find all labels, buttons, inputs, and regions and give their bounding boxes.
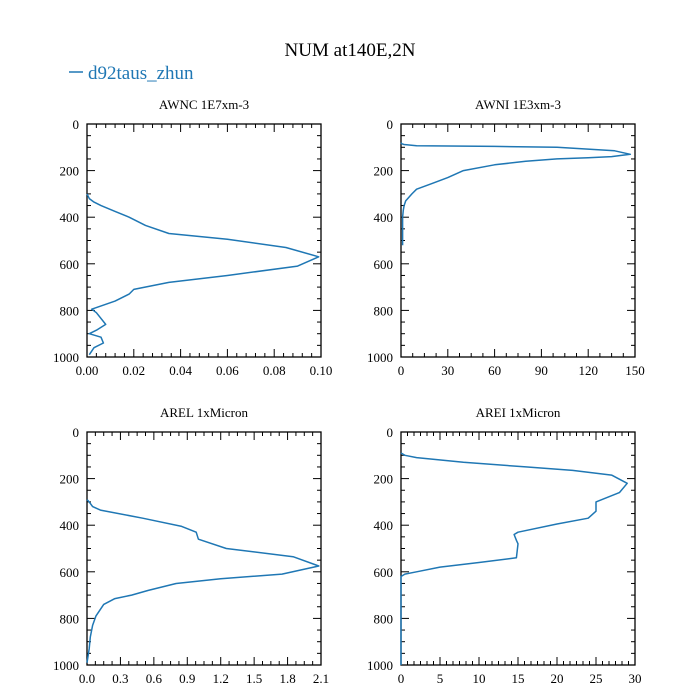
y-tick-label: 800	[374, 303, 394, 318]
chart-panel-3: AREL 1xMicron 0.0 0.3 0.6 0.9 1.2 1.5 1.8 2.1 0 20…	[53, 405, 329, 686]
x-tick-label: 120	[578, 363, 598, 378]
y-tick-label: 0	[387, 425, 394, 440]
x-tick-label: 5	[437, 671, 444, 686]
plot-frame	[400, 123, 636, 358]
panel-title: AREL 1xMicron	[160, 405, 248, 420]
x-tick-label: 0.00	[76, 363, 99, 378]
x-tick-label: 15	[512, 671, 525, 686]
plot-frame	[86, 431, 322, 666]
y-tick-label: 800	[60, 611, 80, 626]
y-tick-label: 200	[60, 164, 80, 179]
x-tick-label: 1.8	[279, 671, 295, 686]
x-tick-label: 0.02	[122, 363, 145, 378]
x-tick-label: 0.10	[310, 363, 333, 378]
x-tick-label: 0.0	[79, 671, 95, 686]
x-tick-label: 60	[488, 363, 501, 378]
x-tick-label: 0	[398, 363, 405, 378]
legend-label: d92taus_zhun	[88, 63, 194, 84]
x-tick-label: 0.04	[169, 363, 192, 378]
series-line-1	[400, 142, 632, 246]
y-tick-label: 800	[374, 611, 394, 626]
panel-title: AWNI 1E3xm-3	[475, 97, 561, 112]
y-tick-label: 600	[60, 257, 80, 272]
x-tick-label: 30	[629, 671, 642, 686]
y-tick-label: 400	[374, 518, 394, 533]
x-tick-label: 25	[590, 671, 603, 686]
y-tick-label: 400	[374, 210, 394, 225]
x-tick-label: 10	[473, 671, 486, 686]
x-tick-label: 1.5	[246, 671, 262, 686]
y-tick-label: 200	[60, 472, 80, 487]
panel-title: AREI 1xMicron	[476, 405, 561, 420]
chart-panel-2: AWNI 1E3xm-3 0 30 60 90 120 150 0 200 400 600 800 10…	[367, 97, 645, 378]
y-tick-label: 600	[374, 565, 394, 580]
y-tick-label: 200	[374, 472, 394, 487]
x-tick-label: 90	[535, 363, 548, 378]
panel-title: AWNC 1E7xm-3	[159, 97, 249, 112]
x-tick-label: 0.06	[216, 363, 239, 378]
x-tick-label: 0	[398, 671, 405, 686]
y-tick-label: 0	[73, 425, 80, 440]
y-tick-label: 400	[60, 210, 80, 225]
series-line-1	[400, 452, 628, 665]
y-tick-label: 200	[374, 164, 394, 179]
x-tick-label: 0.6	[146, 671, 163, 686]
x-tick-label: 20	[551, 671, 564, 686]
series-line-1	[86, 499, 320, 663]
plot-frame	[86, 123, 322, 358]
chart-panel-4: AREI 1xMicron 0 5 10 15 20 25 30 0 200 400 600 800 10…	[367, 405, 642, 686]
y-tick-label: 400	[60, 518, 80, 533]
x-tick-label: 0.3	[112, 671, 128, 686]
y-tick-label: 800	[60, 303, 80, 318]
y-tick-label: 0	[387, 117, 394, 132]
chart-panel-1: AWNC 1E7xm-3 0.00 0.02 0.04 0.06 0.08 0.10 0 200…	[53, 97, 332, 378]
y-tick-label: 0	[73, 117, 80, 132]
y-tick-label: 1000	[53, 350, 79, 365]
y-tick-label: 1000	[53, 658, 79, 673]
x-tick-label: 2.1	[313, 671, 329, 686]
x-tick-label: 0.08	[263, 363, 286, 378]
x-tick-label: 30	[441, 363, 454, 378]
y-tick-label: 600	[60, 565, 80, 580]
x-tick-label: 1.2	[213, 671, 229, 686]
y-tick-label: 1000	[367, 658, 393, 673]
x-tick-label: 0.9	[179, 671, 195, 686]
series-line-1	[86, 193, 320, 356]
y-tick-label: 600	[374, 257, 394, 272]
y-tick-label: 1000	[367, 350, 393, 365]
chart-panels: AWNC 1E7xm-30.00 0.02 0.04 0.06 0.08 0.100200…	[53, 97, 645, 686]
x-tick-label: 150	[625, 363, 645, 378]
figure-title: NUM at140E,2N	[285, 40, 416, 61]
